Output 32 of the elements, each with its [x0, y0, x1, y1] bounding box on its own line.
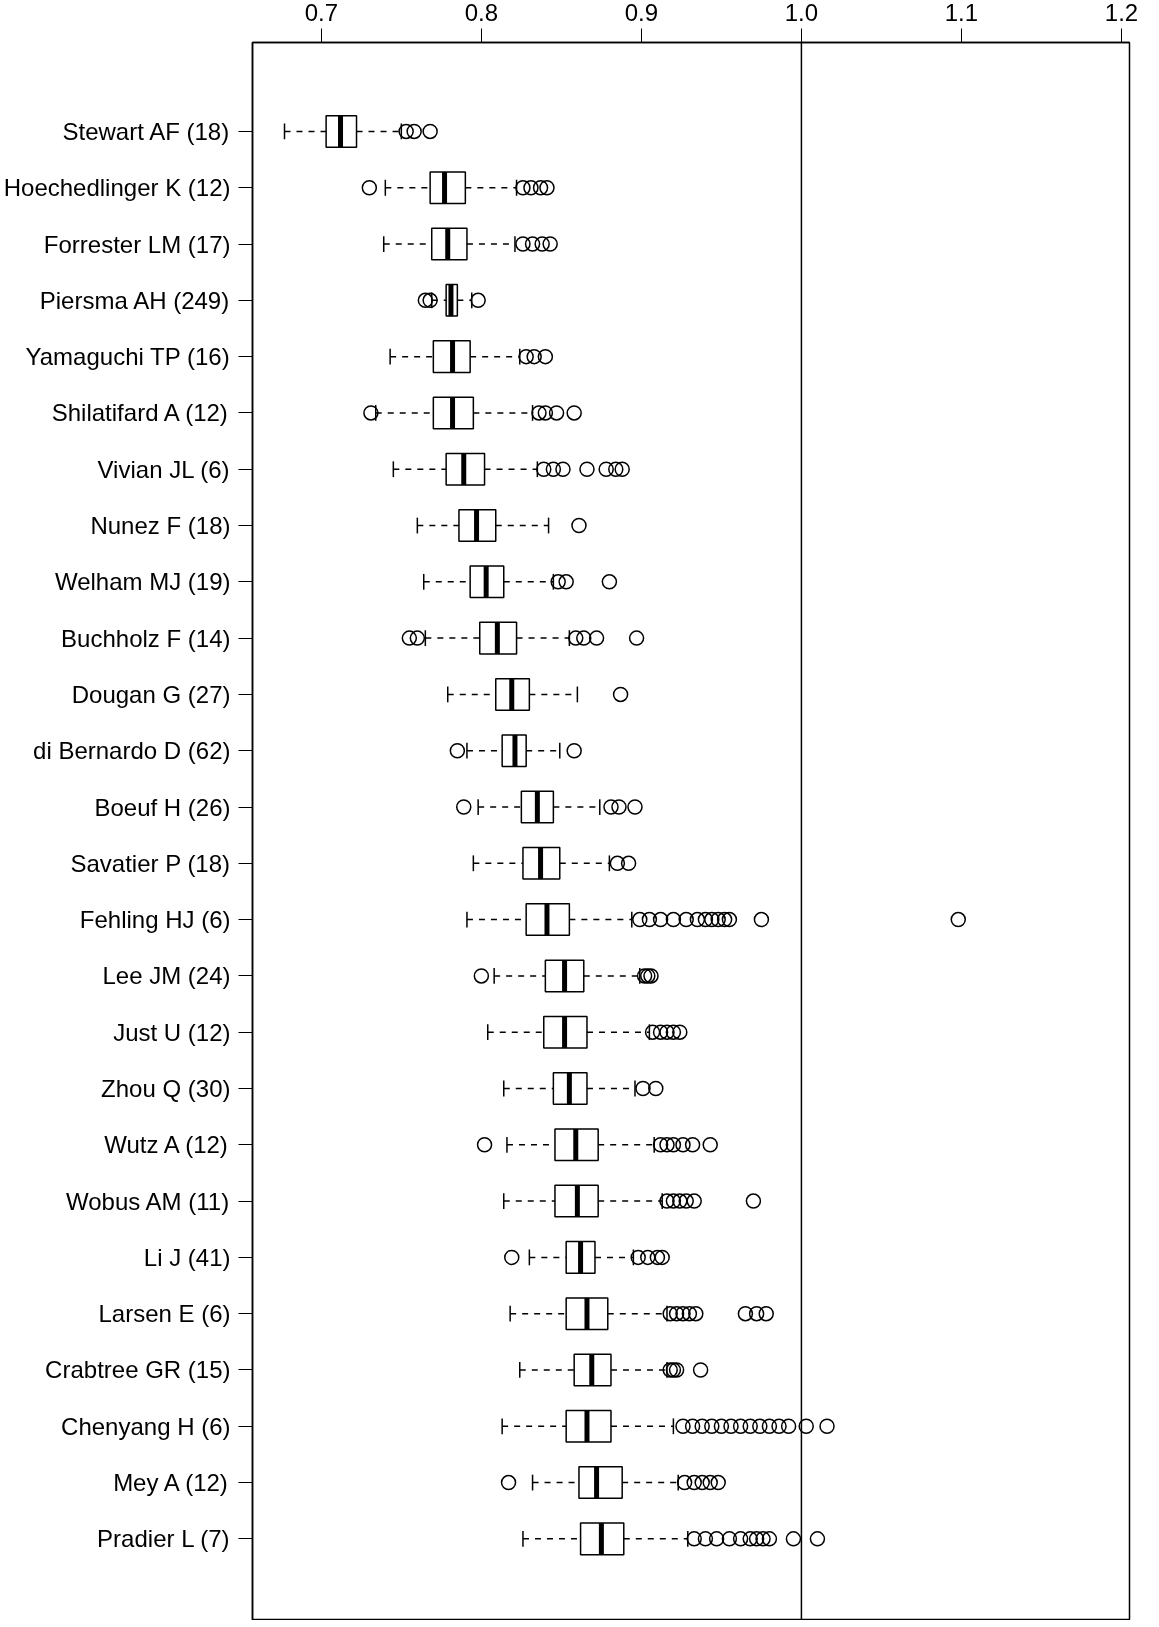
x-tick-label: 1.0 — [784, 0, 819, 26]
y-tick-label: Hoechedlinger K (12) — [3, 174, 231, 202]
y-tick-label: Boeuf H (26) — [94, 793, 231, 821]
x-tick-label: 0.9 — [624, 0, 659, 26]
y-tick-label: Wutz A (12) — [104, 1131, 228, 1159]
y-tick-label: Larsen E (6) — [98, 1300, 231, 1328]
y-tick-label: Fehling HJ (6) — [79, 906, 231, 934]
y-tick-label: Nunez F (18) — [90, 512, 231, 540]
y-tick-label: Li J (41) — [143, 1243, 231, 1271]
y-tick-label: Yamaguchi TP (16) — [25, 343, 230, 371]
y-tick-label: Pradier L (7) — [97, 1525, 230, 1553]
x-tick-label: 0.7 — [304, 0, 339, 26]
y-tick-label: Mey A (12) — [113, 1469, 228, 1497]
y-tick-label: Wobus AM (11) — [66, 1187, 230, 1215]
y-tick-label: Buchholz F (14) — [61, 624, 231, 652]
y-tick-label: Chenyang H (6) — [61, 1412, 231, 1440]
y-tick-label: Shilatifard A (12) — [51, 399, 228, 427]
x-tick-label: 1.1 — [944, 0, 979, 26]
y-tick-label: Vivian JL (6) — [97, 455, 230, 483]
y-tick-label: Piersma AH (249) — [39, 286, 230, 314]
y-tick-label: Just U (12) — [113, 1018, 231, 1046]
y-tick-label: Forrester LM (17) — [43, 230, 231, 258]
y-tick-label: Dougan G (27) — [71, 680, 231, 708]
x-tick-label: 1.2 — [1104, 0, 1139, 26]
y-tick-label: Crabtree GR (15) — [45, 1356, 231, 1384]
y-tick-label: di Bernardo D (62) — [33, 737, 231, 765]
y-tick-label: Welham MJ (19) — [54, 568, 231, 596]
x-tick-label: 0.8 — [464, 0, 499, 26]
y-tick-label: Stewart AF (18) — [62, 117, 230, 145]
y-tick-label: Zhou Q (30) — [101, 1074, 231, 1102]
y-tick-label: Lee JM (24) — [102, 962, 231, 990]
y-tick-label: Savatier P (18) — [70, 849, 231, 877]
